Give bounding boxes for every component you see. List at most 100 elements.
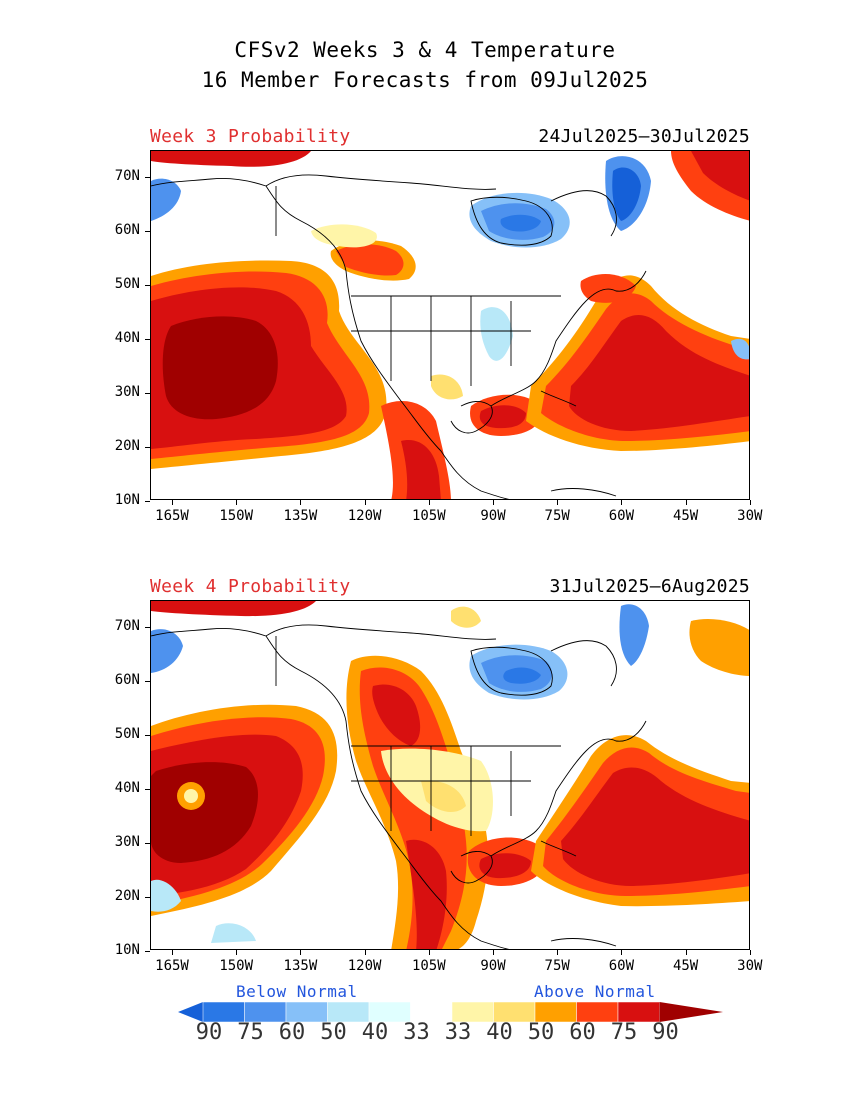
legend-swatch — [534, 1002, 577, 1022]
panel2-lon-tick-label: 135W — [283, 958, 318, 974]
legend-value-label: 90 — [652, 1020, 679, 1045]
panel2-lon-tick-label: 105W — [411, 958, 446, 974]
panel2-lat-tick-mark — [145, 627, 150, 628]
legend-arrow-left — [178, 1002, 203, 1022]
legend-value-label: 60 — [278, 1020, 306, 1045]
legend-value-label: 90 — [195, 1020, 223, 1045]
panel1-below-normal-regions — [151, 156, 749, 361]
panel2-lon-tick-label: 30W — [737, 958, 763, 974]
panel1-lon-tick-label: 90W — [480, 508, 506, 524]
panel1-lat-tick-label: 30N — [114, 384, 140, 400]
panel1-lon-tick-label: 105W — [411, 508, 446, 524]
panel2-lon-tick-label: 165W — [155, 958, 189, 974]
legend-swatch — [368, 1002, 411, 1022]
legend-value-label: 60 — [569, 1020, 596, 1045]
panel2-above-normal-regions — [151, 601, 749, 949]
panel1-lat-tick-label: 60N — [114, 222, 140, 238]
panel1-lon-tick-label: 30W — [737, 508, 763, 524]
panel1-map-graphic — [151, 151, 749, 499]
panel2-lat-tick-label: 60N — [114, 672, 140, 688]
panel1-lat-tick-label: 40N — [114, 330, 140, 346]
panel1-lat-tick-mark — [145, 339, 150, 340]
legend-below-normal-label: Below Normal — [236, 982, 358, 1001]
panel2-lon-tick-label: 75W — [544, 958, 570, 974]
panel1-above-normal-regions — [151, 151, 749, 499]
panel1-lon-tick-label: 60W — [608, 508, 635, 524]
panel2-lon-tick-mark — [364, 950, 366, 955]
legend-value-label: 33 — [444, 1020, 472, 1045]
legend-swatch — [202, 1002, 245, 1022]
panel2-lon-tick-mark — [172, 950, 173, 955]
figure-title-line1: CFSv2 Weeks 3 & 4 Temperature — [234, 38, 616, 62]
panel2-lon-tick-mark — [428, 950, 430, 955]
legend-value-label: 40 — [361, 1020, 389, 1045]
panel1-dates: 24Jul2025–30Jul2025 — [538, 126, 750, 147]
panel2-lon-tick-mark — [621, 950, 623, 955]
panel2-lat-tick-mark — [145, 897, 150, 898]
panel1-lon-tick-mark — [364, 500, 366, 505]
legend-arrow-right — [659, 1002, 723, 1022]
panel2-lat-tick-label: 40N — [114, 780, 140, 796]
legend-value-label: 75 — [237, 1020, 264, 1045]
panel2-lat-tick-mark — [145, 789, 150, 790]
legend-swatch — [410, 1002, 453, 1022]
panel2-lat-tick-label: 20N — [114, 888, 140, 904]
legend-swatch — [576, 1002, 619, 1022]
probability-color-legend — [178, 1002, 723, 1022]
panel2-label: Week 4 Probability — [150, 576, 351, 597]
panel1-coastlines — [151, 174, 647, 499]
panel2-lon-tick-mark — [685, 950, 687, 955]
panel2-lat-tick-label: 70N — [114, 618, 140, 634]
panel2-lat-tick-mark — [145, 951, 150, 952]
panel2-lon-tick-mark — [749, 950, 751, 955]
panel2-lat-tick-mark — [145, 681, 150, 682]
panel1-lat-tick-mark — [145, 285, 150, 286]
panel2-lon-tick-mark — [300, 950, 302, 955]
panel1-lon-tick-mark — [749, 500, 751, 505]
panel1-lat-tick-label: 20N — [114, 438, 140, 454]
panel2-lat-tick-mark — [145, 735, 150, 736]
legend-swatch — [285, 1002, 328, 1022]
legend-value-label: 50 — [320, 1020, 347, 1045]
panel1-lon-tick-mark — [172, 500, 173, 505]
panel1-lon-tick-label: 135W — [283, 508, 318, 524]
panel1-lat-tick-mark — [145, 447, 150, 448]
panel1-lon-tick-label: 165W — [155, 508, 189, 524]
panel1-lon-tick-mark — [685, 500, 687, 505]
panel1-lon-tick-mark — [236, 500, 238, 505]
panel2-lat-tick-label: 50N — [114, 726, 140, 742]
panel1-map — [150, 150, 750, 500]
panel1-lat-tick-mark — [145, 231, 150, 232]
panel2-lat-tick-label: 30N — [114, 834, 140, 850]
panel2-map-graphic — [151, 601, 749, 949]
panel1-label: Week 3 Probability — [150, 126, 351, 147]
legend-swatch — [244, 1002, 287, 1022]
panel2-lat-tick-mark — [145, 843, 150, 844]
panel1-lat-tick-label: 70N — [114, 168, 140, 184]
panel2-lon-tick-mark — [557, 950, 559, 955]
panel1-lon-tick-label: 45W — [672, 508, 699, 524]
legend-swatch — [617, 1002, 660, 1022]
legend-value-label: 40 — [486, 1020, 513, 1045]
panel2-lon-tick-label: 150W — [219, 958, 254, 974]
panel2-lon-tick-label: 45W — [672, 958, 699, 974]
panel1-lon-tick-label: 150W — [219, 508, 254, 524]
panel2-lon-tick-label: 90W — [480, 958, 506, 974]
panel2-lon-tick-label: 120W — [347, 958, 382, 974]
panel1-lon-tick-mark — [493, 500, 494, 505]
panel1-lon-tick-label: 75W — [544, 508, 570, 524]
legend-swatch — [493, 1002, 536, 1022]
panel2-lat-tick-label: 10N — [114, 942, 140, 958]
panel1-lon-tick-label: 120W — [347, 508, 382, 524]
legend-value-label: 75 — [610, 1020, 638, 1045]
panel1-lat-tick-label: 50N — [114, 276, 140, 292]
legend-above-normal-label: Above Normal — [534, 982, 656, 1001]
panel2-dates: 31Jul2025–6Aug2025 — [549, 576, 750, 597]
panel2-map — [150, 600, 750, 950]
panel1-lat-tick-mark — [145, 393, 150, 394]
panel2-coastlines — [151, 624, 647, 949]
legend-swatch — [327, 1002, 370, 1022]
legend-value-label: 33 — [403, 1020, 430, 1045]
panel1-lon-tick-mark — [621, 500, 623, 505]
legend-value-label: 50 — [527, 1020, 555, 1045]
